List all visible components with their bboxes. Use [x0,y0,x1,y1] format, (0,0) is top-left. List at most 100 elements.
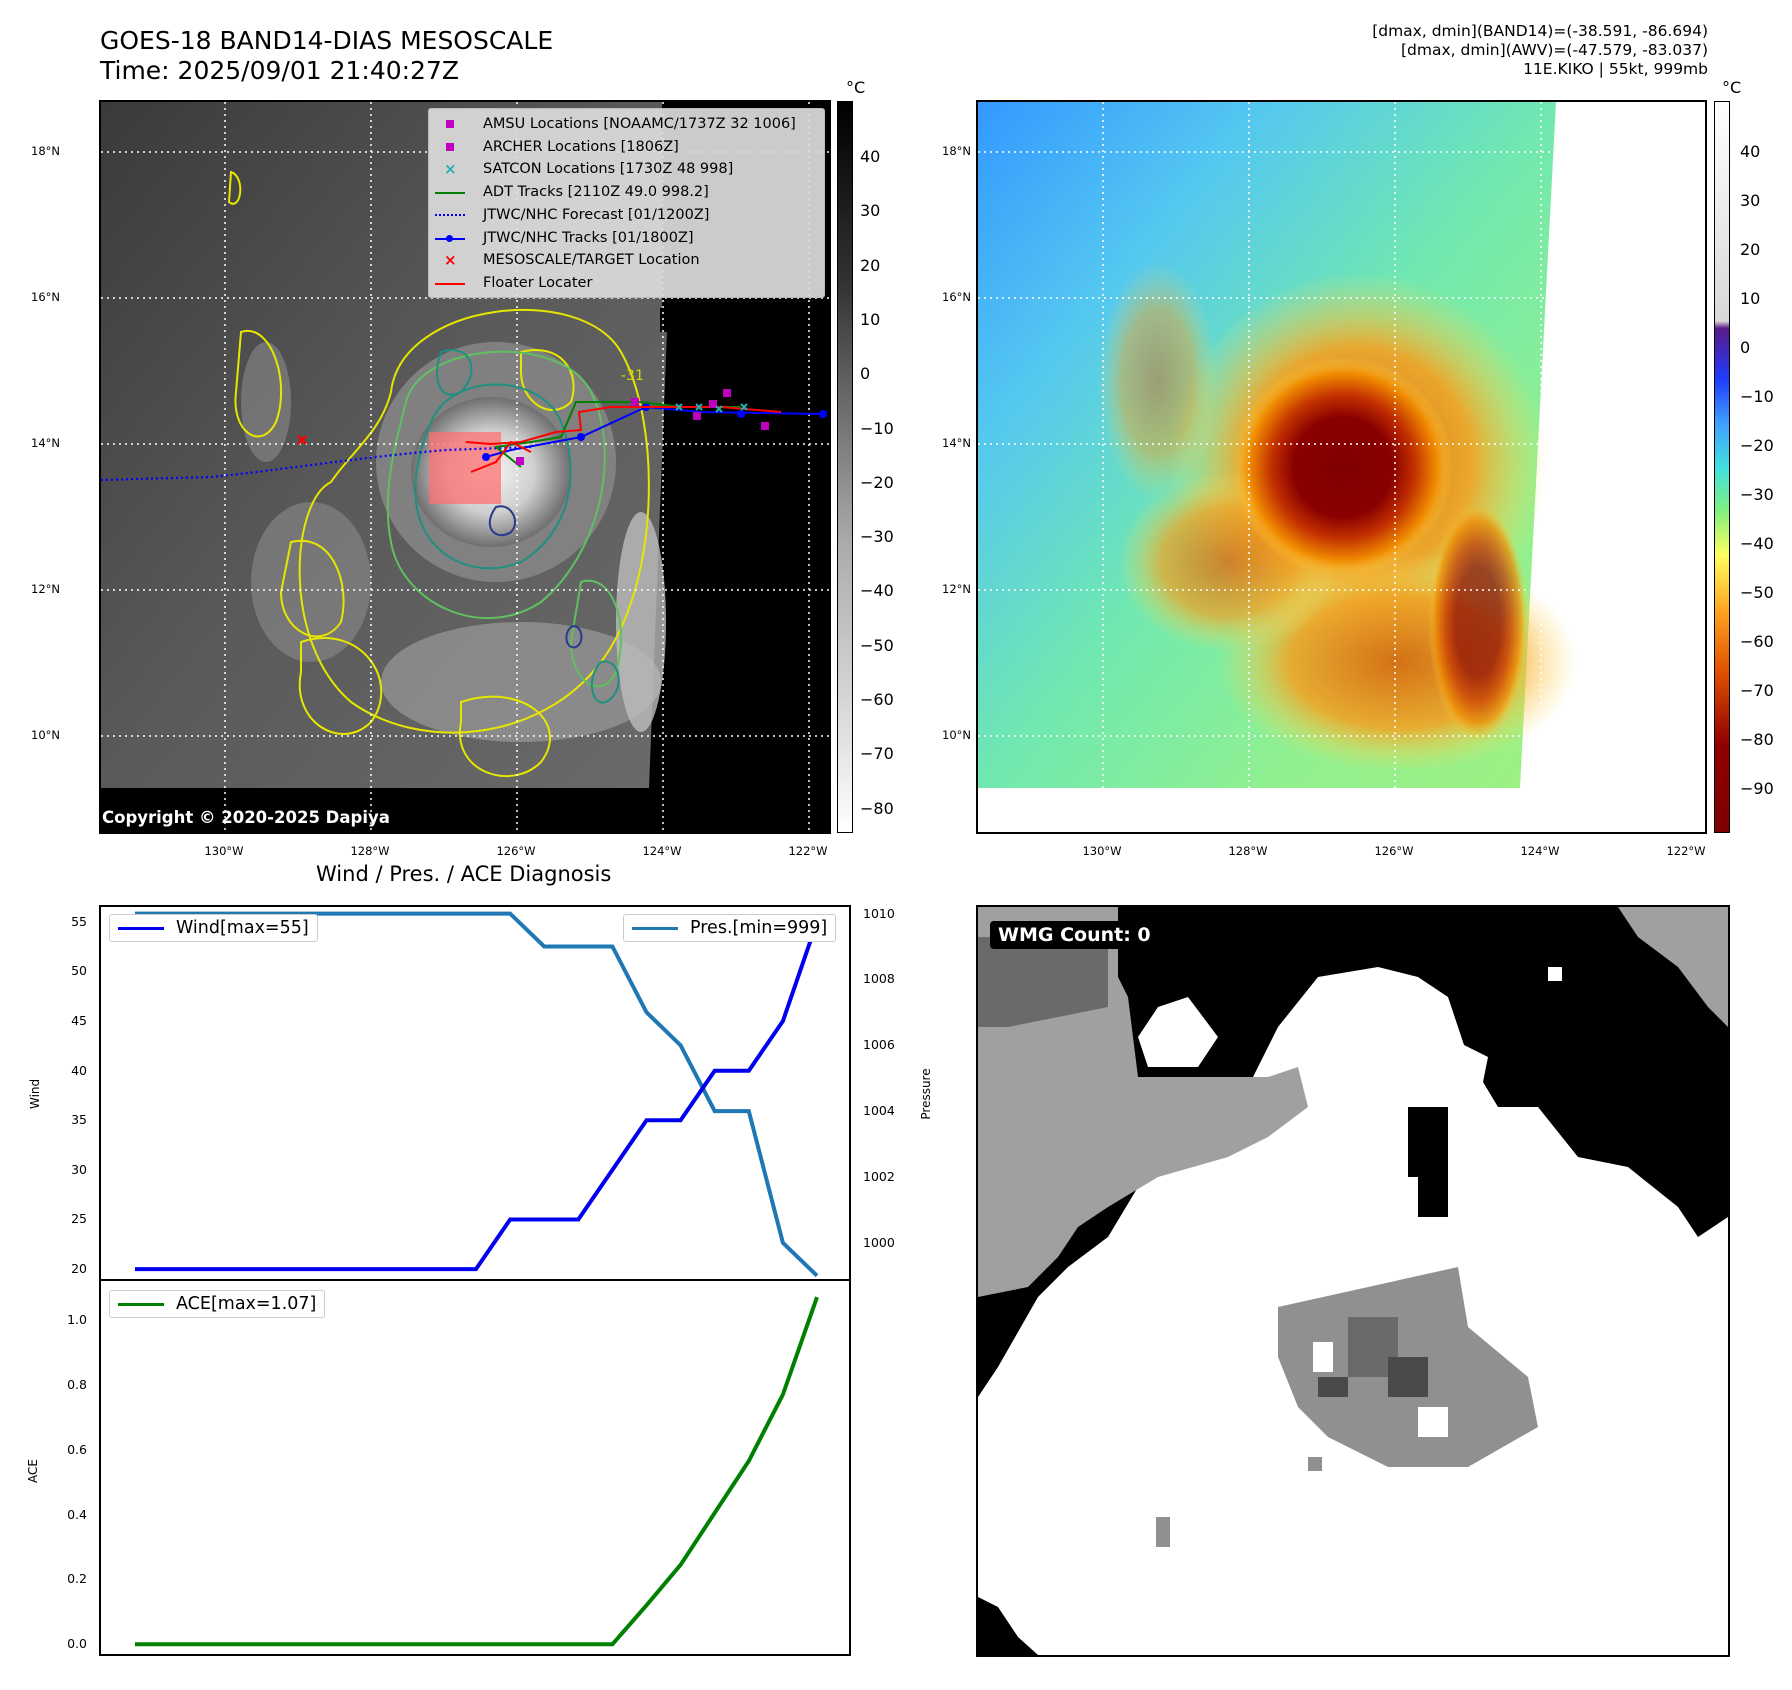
ace-series-line [135,1296,819,1647]
legend-item-adt: ADT Tracks [2110Z 49.0 998.2] [435,181,818,204]
ir-color-image [978,102,1705,832]
pressure-legend: Pres.[min=999] [623,914,837,942]
pressure-y-tick: 1008 [863,971,895,987]
pressure-series-line [135,911,819,1278]
color-colorbar-label: −80 [1740,730,1774,749]
color-colorbar-label: −50 [1740,583,1774,602]
info-awv: [dmax, dmin](AWV)=(-47.579, -83.037) [1401,41,1708,59]
legend-item-label: JTWC/NHC Forecast [01/1200Z] [483,206,710,223]
legend-item-floater: Floater Locater [435,272,818,295]
wind-y-tick: 45 [71,1013,87,1029]
pressure-y-tick: 1002 [863,1168,895,1184]
wind-y-tick: 50 [71,963,87,979]
ace-panel [99,1279,851,1656]
color-colorbar-label: −20 [1740,436,1774,455]
contour-label: -31 [621,368,644,384]
lon-label-126w: 126°W [496,844,536,858]
color-colorbar-label: −60 [1740,632,1774,651]
color-colorbar-label: −70 [1740,681,1774,700]
legend-item-label: ARCHER Locations [1806Z] [483,138,679,155]
jtwc-forecast-line [101,445,532,482]
color-colorbar [1714,101,1730,833]
gray-colorbar-label: 10 [860,309,881,329]
lon-label-130w: 130°W [204,844,244,858]
gray-colorbar-label: 40 [860,147,881,166]
legend-item-label: AMSU Locations [NOAAMC/1737Z 32 1006] [483,116,796,132]
wmg-count-badge: WMG Count: 0 [990,921,1159,949]
legend-item-amsu: AMSU Locations [NOAAMC/1737Z 32 1006] [435,113,818,136]
gray-colorbar-label: −40 [860,581,894,601]
ace-y-tick: 0.6 [67,1441,87,1457]
gray-colorbar-label: 30 [860,201,881,221]
legend-floater-symbol [435,276,465,290]
wind-pressure-panel [99,905,851,1281]
wind-y-tick: 30 [71,1161,87,1177]
pressure-ylabel: Pressure [919,1068,933,1120]
legend-archer-symbol [435,140,465,154]
gray-colorbar-unit: °C [846,78,866,97]
pressure-legend-label: Pres.[min=999] [690,918,828,938]
pressure-legend-line [632,926,678,930]
color-colorbar-label: −40 [1740,534,1774,553]
legend-item-satcon: × SATCON Locations [1730Z 48 998] [435,158,818,181]
lon-label-128w: 128°W [350,844,390,858]
info-band14: [dmax, dmin](BAND14)=(-38.591, -86.694) [1372,22,1708,40]
pressure-y-tick: 1004 [863,1103,895,1119]
lon-label-124w-right: 124°W [1520,844,1560,858]
floater-track-line [465,406,782,446]
pressure-y-tick: 1000 [863,1234,895,1250]
lat-label-10n-right: 10°N [942,728,971,742]
lat-label-10n: 10°N [31,728,60,742]
ace-legend-label: ACE[max=1.07] [176,1294,317,1314]
title-line-2: Time: 2025/09/01 21:40:27Z [100,56,459,85]
figure-title: GOES-18 BAND14-DIAS MESOSCALE Time: 2025… [100,26,553,86]
gray-colorbar-label: −70 [860,744,894,764]
wind-legend-label: Wind[max=55] [176,918,309,938]
wind-y-tick: 55 [71,913,87,929]
ace-y-tick: 0.8 [67,1376,87,1392]
legend-item-jtwc-forecast: JTWC/NHC Forecast [01/1200Z] [435,204,818,227]
color-colorbar-label: 20 [1740,240,1761,259]
info-storm: 11E.KIKO | 55kt, 999mb [1523,60,1708,78]
lon-label-122w-right: 122°W [1666,844,1706,858]
title-line-1: GOES-18 BAND14-DIAS MESOSCALE [100,26,554,55]
legend-amsu-symbol [435,117,465,131]
lat-label-14n: 14°N [31,436,60,450]
ir-color-map [976,100,1707,834]
legend-tracks-symbol [435,231,465,245]
diagnosis-title: Wind / Pres. / ACE Diagnosis [316,862,612,886]
wind-y-tick: 40 [71,1062,87,1078]
map-legend: AMSU Locations [NOAAMC/1737Z 32 1006] AR… [428,108,825,298]
amsu-archer-markers [516,389,769,465]
wind-pressure-plot [135,911,819,1278]
lon-label-122w: 122°W [788,844,828,858]
ace-legend: ACE[max=1.07] [109,1290,326,1318]
legend-item-label: SATCON Locations [1730Z 48 998] [483,161,734,178]
color-colorbar-label: −30 [1740,485,1774,504]
legend-satcon-symbol: × [444,159,457,178]
legend-item-label: ADT Tracks [2110Z 49.0 998.2] [483,184,709,201]
satcon-markers [675,403,748,413]
pressure-y-tick: 1010 [863,905,895,921]
lon-label-124w: 124°W [642,844,682,858]
gray-colorbar-label: −80 [860,798,894,818]
copyright-text: Copyright © 2020-2025 Dapiya [102,808,390,827]
ace-plot [135,1296,819,1647]
mesoscale-target-marker [297,435,307,445]
floater-box [429,432,501,504]
color-colorbar-label: 30 [1740,191,1761,210]
lat-label-14n-right: 14°N [942,436,971,450]
gray-colorbar-label: −50 [860,635,894,655]
color-colorbar-label: −90 [1740,779,1774,798]
legend-item-mesoscale: × MESOSCALE/TARGET Location [435,249,818,272]
lat-label-12n-right: 12°N [942,582,971,596]
wind-legend-line [118,926,164,930]
color-colorbar-unit: °C [1722,78,1742,97]
legend-mesoscale-symbol: × [444,250,457,269]
color-colorbar-label: −10 [1740,387,1774,406]
gray-colorbar [837,101,853,833]
wind-legend: Wind[max=55] [109,914,318,942]
lat-label-18n-right: 18°N [942,144,971,158]
legend-item-label: MESOSCALE/TARGET Location [483,252,700,269]
legend-item-jtwc-tracks: JTWC/NHC Tracks [01/1800Z] [435,227,818,250]
